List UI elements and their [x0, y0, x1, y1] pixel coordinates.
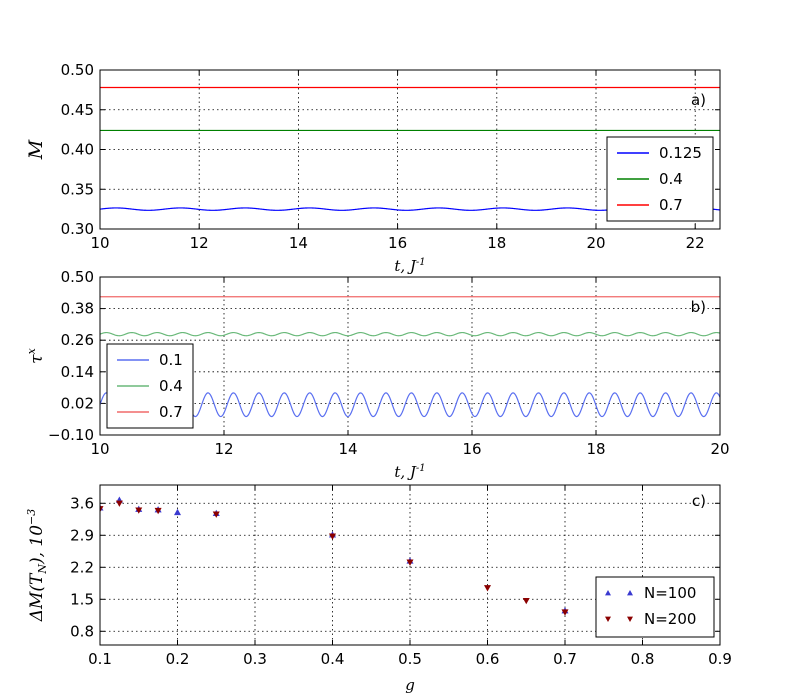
x-axis-label: t, J-1: [394, 463, 425, 481]
y-tick-label: 0.50: [61, 268, 94, 286]
x-tick-label: 10: [90, 440, 109, 458]
y-tick-label: 1.5: [70, 590, 94, 608]
y-tick-label: 0.50: [61, 61, 94, 79]
x-tick-label: 18: [487, 234, 506, 252]
x-tick-label: 22: [686, 234, 705, 252]
y-axis-label: τx: [25, 347, 47, 363]
legend-entry: 0.7: [659, 196, 683, 214]
y-axis-label: M: [25, 139, 47, 160]
scatter-point: [135, 507, 143, 514]
x-tick-label: 0.3: [243, 650, 267, 668]
legend-entry: 0.4: [659, 170, 683, 188]
x-tick-label: 12: [190, 234, 209, 252]
panel-label: c): [692, 492, 706, 510]
x-tick-label: 16: [462, 440, 481, 458]
scatter-point: [483, 585, 492, 592]
x-tick-label: 20: [710, 440, 729, 458]
x-tick-label: 0.7: [553, 650, 577, 668]
legend: N=100 N=200: [595, 576, 715, 638]
legend-marker: [627, 590, 633, 596]
y-tick-label: −0.10: [48, 426, 94, 444]
scatter-point: [173, 508, 182, 516]
plot-area: [100, 296, 720, 418]
x-tick-label: 20: [586, 234, 605, 252]
x-tick-label: 0.1: [88, 650, 112, 668]
scatter-point: [561, 609, 569, 616]
panel-2: 10 12 14 16 18 20 −0.10 0.02 0.14 0.26 0.38 0.50 b) t…: [25, 268, 730, 481]
plot-area: [100, 496, 569, 616]
y-tick-label: 2.9: [70, 526, 94, 544]
panel-1: 10 12 14 16 18 20 22 0.30 0.35 0.40 0.45 0.50 a) t, J…: [25, 61, 721, 275]
scatter-point: [100, 506, 104, 513]
y-tick-label: 0.26: [61, 331, 94, 349]
x-tick-label: 0.5: [398, 650, 422, 668]
y-tick-label: 0.14: [61, 363, 94, 381]
x-tick-label: 18: [586, 440, 605, 458]
x-tick-label: 16: [388, 234, 407, 252]
y-tick-label: 2.2: [70, 558, 94, 576]
y-tick-label: 0.45: [61, 101, 94, 119]
scatter-point: [115, 500, 123, 507]
scatter-point: [212, 511, 220, 518]
panel-label: b): [691, 298, 706, 316]
x-tick-label: 14: [289, 234, 308, 252]
y-tick-label: 3.6: [70, 494, 94, 512]
legend-box: [595, 576, 715, 638]
legend: 0.1 0.4 0.7: [106, 343, 194, 429]
y-tick-label: 0.02: [61, 394, 94, 412]
y-tick-label: 0.40: [61, 141, 94, 159]
y-tick-label: 0.30: [61, 220, 94, 238]
y-axis-label: ΔM(TN), 10−3: [25, 509, 49, 623]
y-tick-label: 0.35: [61, 180, 94, 198]
scatter-point: [154, 507, 162, 515]
panel-3: 0.1 0.2 0.3 0.4 0.5 0.6 0.7 0.8 0.9 0.8 1.5 2.2 2.9 3…: [25, 484, 732, 694]
panel-label: a): [691, 91, 706, 109]
legend-marker: [605, 590, 611, 596]
legend-entry: N=100: [644, 584, 696, 602]
legend: 0.125 0.4 0.7: [606, 136, 714, 222]
legend-entry: 0.125: [659, 144, 702, 162]
legend-entry: 0.4: [159, 377, 183, 395]
legend-entry: 0.7: [159, 403, 183, 421]
x-axis-label: g: [405, 676, 415, 694]
x-tick-label: 0.9: [708, 650, 732, 668]
scatter-point: [328, 533, 337, 540]
scatter-point: [406, 559, 414, 566]
x-tick-label: 0.2: [166, 650, 190, 668]
plot-frame: [99, 484, 721, 646]
legend-entry: N=200: [644, 610, 696, 628]
plot-frame: [99, 276, 721, 436]
x-tick-label: 10: [90, 234, 109, 252]
series-line-0.4: [100, 331, 720, 337]
x-tick-label: 12: [214, 440, 233, 458]
scatter-point: [522, 597, 530, 605]
y-tick-label: 0.38: [61, 300, 94, 318]
x-tick-label: 0.6: [476, 650, 500, 668]
legend-entry: 0.1: [159, 351, 183, 369]
series-line-0.1: [100, 392, 720, 418]
x-tick-label: 0.4: [321, 650, 345, 668]
x-axis-label: t, J-1: [394, 257, 425, 275]
legend-marker: [627, 616, 633, 622]
y-tick-label: 0.8: [70, 622, 94, 640]
x-tick-label: 0.8: [631, 650, 655, 668]
plot-frame: [99, 69, 721, 230]
x-tick-label: 14: [338, 440, 357, 458]
legend-marker: [605, 616, 611, 622]
